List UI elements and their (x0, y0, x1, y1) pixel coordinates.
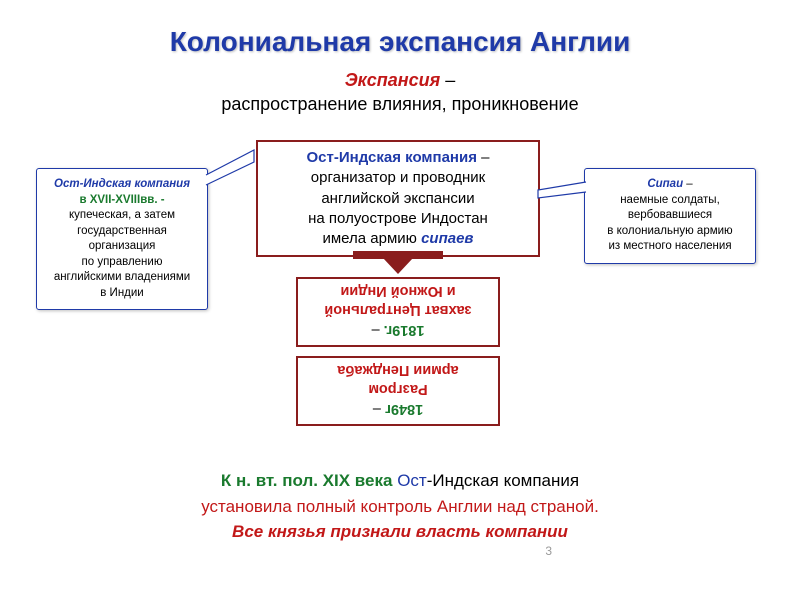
footer-text: К н. вт. пол. XIX века Ост-Индская компа… (0, 468, 800, 545)
left-l2b: XVII-XVIII (90, 194, 141, 206)
f-l1b: Ост (397, 471, 427, 490)
right-callout: Сипаи – наемные солдаты, вербовавшиеся в… (584, 168, 756, 264)
e1-l2: захват Центральной (324, 302, 471, 318)
f-l3: Все князья признали власть компании (232, 522, 568, 541)
arrow-1 (383, 258, 413, 274)
left-l5: организация (89, 240, 156, 252)
e1-dash: – (372, 322, 384, 338)
main-title: Колониальная экспансия Англии (0, 0, 800, 58)
left-l2a: в (79, 194, 89, 206)
arrow-1-stem (353, 251, 443, 259)
e2-l3: армии Пенджаба (337, 362, 458, 378)
f-l2: установила полный контроль Англии над ст… (201, 497, 599, 516)
left-l4: государственная (77, 225, 167, 237)
center-dash: – (477, 149, 490, 166)
left-l8: в Индии (100, 287, 143, 299)
center-l4: на полуострове Индостан (308, 210, 488, 227)
left-l7: английскими владениями (54, 271, 190, 283)
f-l1a: К н. вт. пол. XIX века (221, 471, 397, 490)
left-l2c: вв. - (140, 194, 164, 206)
subtitle-dash: – (440, 70, 455, 90)
e2-l2: Разгром (368, 381, 427, 397)
center-box: Ост-Индская компания – организатор и про… (256, 140, 540, 257)
subtitle: Экспансия – распространение влияния, про… (0, 68, 800, 117)
e1-l3: и Южной Индии (340, 283, 455, 299)
left-callout: Ост-Индская компания в XVII-XVIIIвв. - к… (36, 168, 208, 310)
subtitle-rest: распространение влияния, проникновение (221, 94, 578, 114)
right-dash: – (683, 178, 693, 190)
right-l5: из местного населения (608, 240, 731, 252)
right-callout-tail (536, 160, 588, 200)
subtitle-word: Экспансия (345, 70, 441, 90)
event-1849-box: 1849г – Разгром армии Пенджаба (296, 356, 500, 426)
left-l3: купеческая, а затем (69, 209, 175, 221)
center-l2: организатор и проводник (311, 169, 485, 186)
left-head: Ост-Индская компания (54, 178, 190, 190)
center-l5b: сипаев (421, 230, 473, 247)
e2-dash: – (373, 401, 385, 417)
center-l3: английской экспансии (321, 190, 474, 207)
e2-year: 1849г (385, 401, 423, 417)
left-l6: по управлению (82, 256, 163, 268)
right-head: Сипаи (647, 178, 683, 190)
right-l2: наемные солдаты, (620, 194, 720, 206)
f-l1c: -Индская компания (427, 471, 579, 490)
center-head: Ост-Индская компания (307, 149, 477, 166)
center-l5a: имела армию (322, 230, 421, 247)
e1-year: 1819г. (384, 322, 425, 338)
page-number: 3 (545, 544, 552, 558)
right-l4: в колониальную армию (607, 225, 732, 237)
event-1819-box: 1819г. – захват Центральной и Южной Инди… (296, 277, 500, 347)
left-callout-tail (204, 147, 260, 187)
right-l3: вербовавшиеся (628, 209, 712, 221)
